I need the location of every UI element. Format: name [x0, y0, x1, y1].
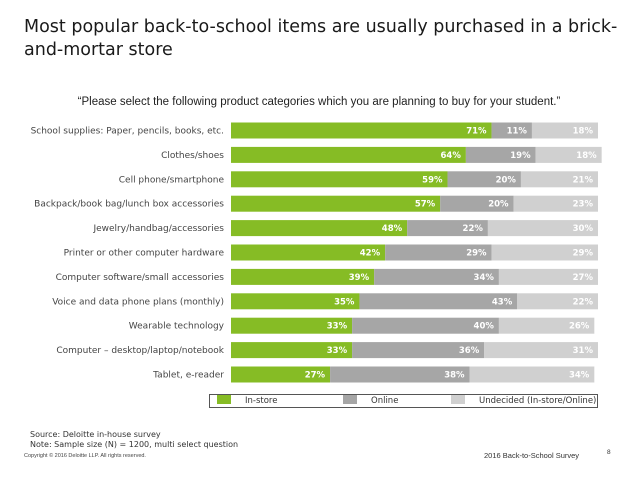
category-label: Clothes/shoes — [161, 151, 224, 161]
data-label-undecided: 30% — [573, 224, 594, 234]
bar-segment-in-store — [231, 220, 408, 237]
data-label-in-store: 33% — [327, 346, 348, 356]
bar-segment-undecided — [517, 293, 598, 310]
data-label-online: 20% — [496, 175, 517, 185]
data-label-undecided: 31% — [573, 346, 594, 356]
data-label-in-store: 39% — [349, 273, 370, 283]
data-label-in-store: 71% — [466, 127, 487, 137]
data-label-in-store: 35% — [334, 297, 355, 307]
category-label: School supplies: Paper, pencils, books, … — [31, 127, 224, 137]
bar-segment-online — [447, 171, 521, 188]
data-label-undecided: 27% — [573, 273, 594, 283]
data-label-undecided: 23% — [573, 200, 594, 210]
data-label-in-store: 64% — [441, 151, 462, 161]
bar-segment-in-store — [231, 122, 492, 139]
bar-segment-undecided — [487, 220, 598, 237]
bar-segment-undecided — [520, 171, 598, 188]
data-label-in-store: 33% — [327, 322, 348, 332]
bar-segment-undecided — [513, 195, 598, 212]
bar-segment-online — [374, 268, 499, 285]
bar-segment-online — [440, 195, 514, 212]
bar-segment-in-store — [231, 244, 386, 261]
bar-segment-in-store — [231, 366, 331, 383]
bar-segment-in-store — [231, 268, 375, 285]
bar-segment-online — [330, 366, 470, 383]
bar-segment-online — [407, 220, 488, 237]
data-label-online: 43% — [492, 297, 513, 307]
data-label-online: 40% — [474, 322, 495, 332]
page-title: Most popular back-to-school items are us… — [24, 17, 618, 60]
bar-segment-online — [352, 342, 485, 359]
legend-item-in-store: In-store — [217, 395, 277, 407]
data-label-online: 11% — [507, 127, 528, 137]
data-label-online: 38% — [444, 371, 465, 381]
category-label: Voice and data phone plans (monthly) — [52, 297, 224, 307]
bar-segment-online — [385, 244, 492, 261]
bar-segment-undecided — [498, 317, 595, 334]
legend-swatch-undecided — [451, 395, 465, 404]
bar-segment-online — [359, 293, 518, 310]
data-label-undecided: 22% — [573, 297, 594, 307]
category-label: Backpack/book bag/lunch box accessories — [34, 200, 224, 210]
data-label-in-store: 27% — [305, 371, 326, 381]
data-label-online: 22% — [463, 224, 484, 234]
category-label: Computer software/small accessories — [56, 273, 225, 283]
data-label-undecided: 18% — [573, 127, 594, 137]
bar-segment-in-store — [231, 317, 353, 334]
category-label: Computer – desktop/laptop/notebook — [56, 346, 224, 356]
copyright-text: Copyright © 2016 Deloitte LLP. All right… — [24, 453, 146, 459]
bar-segment-online — [491, 122, 532, 139]
data-label-in-store: 59% — [422, 175, 443, 185]
bar-segment-undecided — [531, 122, 598, 139]
chart-legend: In-store Online Undecided (In-store/Onli… — [209, 394, 598, 408]
bar-segment-in-store — [231, 195, 441, 212]
data-label-in-store: 57% — [415, 200, 436, 210]
chart-subtitle: “Please select the following product cat… — [77, 96, 561, 108]
bar-segment-online — [352, 317, 499, 334]
legend-item-online: Online — [343, 395, 398, 407]
bar-segment-undecided — [491, 244, 598, 261]
page-number: 8 — [607, 449, 611, 456]
category-label: Cell phone/smartphone — [119, 175, 225, 185]
data-label-online: 19% — [510, 151, 531, 161]
footer-title: 2016 Back-to-School Survey — [484, 451, 580, 460]
category-label: Tablet, e-reader — [152, 371, 224, 381]
source-line: Source: Deloitte in-house survey — [30, 430, 161, 439]
category-label: Wearable technology — [129, 322, 225, 332]
bar-segment-undecided — [535, 146, 602, 163]
bar-segment-in-store — [231, 293, 360, 310]
category-label: Printer or other computer hardware — [64, 249, 225, 259]
bar-segment-in-store — [231, 171, 448, 188]
legend-label-online: Online — [371, 396, 399, 406]
data-label-undecided: 26% — [569, 322, 590, 332]
data-label-online: 34% — [474, 273, 495, 283]
legend-label-undecided: Undecided (In-store/Online) — [479, 396, 597, 406]
data-label-undecided: 29% — [573, 249, 594, 259]
data-label-undecided: 21% — [573, 175, 594, 185]
bar-segment-online — [465, 146, 536, 163]
bar-segment-in-store — [231, 342, 353, 359]
data-label-undecided: 18% — [576, 151, 597, 161]
legend-label-in-store: In-store — [245, 396, 278, 406]
bar-segment-in-store — [231, 146, 466, 163]
bar-segment-undecided — [498, 268, 598, 285]
bar-segment-undecided — [484, 342, 598, 359]
data-label-online: 29% — [466, 249, 487, 259]
legend-swatch-online — [343, 395, 357, 404]
category-label: Jewelry/handbag/accessories — [92, 224, 224, 234]
bar-segment-undecided — [469, 366, 595, 383]
data-label-online: 36% — [459, 346, 480, 356]
data-label-undecided: 34% — [569, 371, 590, 381]
data-label-in-store: 42% — [360, 249, 381, 259]
legend-swatch-in-store — [217, 395, 231, 404]
data-label-in-store: 48% — [382, 224, 403, 234]
legend-item-undecided: Undecided (In-store/Online) — [451, 395, 596, 407]
source-note: Source: Deloitte in-house survey Note: S… — [30, 430, 238, 450]
sample-size-note: Note: Sample size (N) = 1200, multi sele… — [30, 440, 239, 449]
data-label-online: 20% — [488, 200, 509, 210]
